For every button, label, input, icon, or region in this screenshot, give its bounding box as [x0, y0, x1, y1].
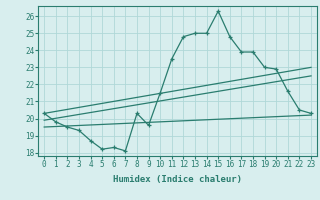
X-axis label: Humidex (Indice chaleur): Humidex (Indice chaleur) [113, 175, 242, 184]
